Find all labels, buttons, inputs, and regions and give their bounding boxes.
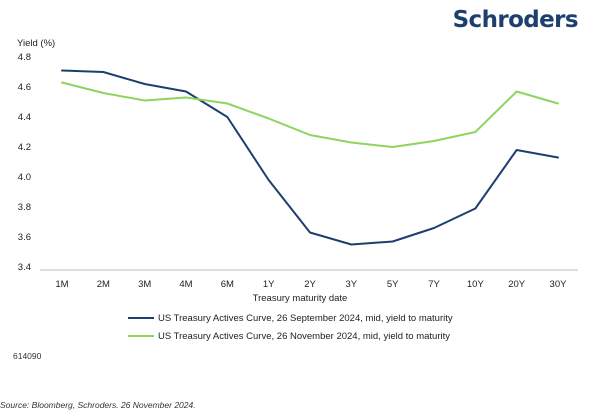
legend-swatch-november: [128, 335, 154, 337]
y-tick-label: 3.4: [18, 262, 31, 273]
chart-code: 614090: [13, 351, 42, 361]
x-tick-label: 2M: [97, 279, 110, 290]
source-note: Source: Bloomberg, Schroders. 26 Novembe…: [0, 400, 196, 410]
x-tick-label: 3Y: [346, 279, 358, 290]
legend-label-november: US Treasury Actives Curve, 26 November 2…: [158, 330, 450, 342]
x-tick-label: 1M: [55, 279, 68, 290]
brand-logo: Schroders: [452, 7, 579, 33]
y-tick-label: 4.4: [18, 112, 31, 123]
x-tick-label: 1Y: [263, 279, 275, 290]
y-tick-label: 4.8: [18, 52, 31, 63]
x-tick-label: 4M: [179, 279, 192, 290]
x-tick-label: 20Y: [508, 279, 526, 290]
series-line-november: [61, 81, 559, 148]
x-tick-label: 2Y: [304, 279, 316, 290]
y-tick-label: 4.2: [18, 142, 31, 153]
x-tick-label: 7Y: [428, 279, 440, 290]
legend-item-november: US Treasury Actives Curve, 26 November 2…: [128, 327, 453, 345]
y-tick-label: 4.0: [18, 172, 31, 183]
series-line-september: [61, 69, 559, 246]
yield-curve-chart: 4.8 4.6 4.4 4.2 4.0 3.8 3.6 3.4 1M 2M 3M 4M 6M 1Y 2Y 3…: [18, 52, 578, 290]
x-tick-label: 5Y: [387, 279, 399, 290]
y-tick-label: 3.6: [18, 232, 31, 243]
y-tick-label: 3.8: [18, 202, 31, 213]
y-axis-title: Yield (%): [17, 38, 56, 49]
chart-legend: US Treasury Actives Curve, 26 September …: [128, 309, 453, 345]
legend-item-september: US Treasury Actives Curve, 26 September …: [128, 309, 453, 327]
x-tick-label: 3M: [138, 279, 151, 290]
legend-swatch-september: [128, 317, 154, 319]
x-tick-label: 6M: [221, 279, 234, 290]
legend-label-september: US Treasury Actives Curve, 26 September …: [158, 312, 453, 324]
y-tick-label: 4.6: [18, 82, 31, 93]
x-tick-label: 30Y: [550, 279, 568, 290]
x-tick-label: 10Y: [467, 279, 485, 290]
x-axis-title: Treasury maturity date: [252, 293, 348, 304]
